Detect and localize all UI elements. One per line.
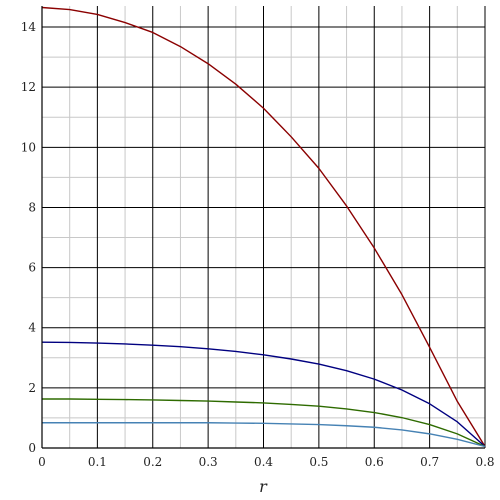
x-tick-label: 0.4 xyxy=(254,455,273,469)
y-tick-label: 14 xyxy=(21,20,37,34)
series-line-1 xyxy=(41,6,486,447)
x-tick-label: 0.7 xyxy=(420,455,439,469)
y-tick-label: 4 xyxy=(28,321,36,335)
x-tick-label: 0.5 xyxy=(309,455,328,469)
y-tick-label: 2 xyxy=(28,381,36,395)
series-line-3 xyxy=(42,398,486,448)
y-tick-label: 6 xyxy=(28,261,36,275)
x-tick-labels: 0 0.1 0.2 0.3 0.4 0.5 0.6 0.7 0.8 xyxy=(38,455,494,469)
y-tick-label: 0 xyxy=(28,441,36,455)
x-tick-label: 0.2 xyxy=(143,455,162,469)
y-tick-labels: 0 2 4 6 8 10 12 14 xyxy=(21,20,37,455)
x-tick-label: 0.3 xyxy=(199,455,218,469)
series-line-4 xyxy=(42,422,486,448)
x-tick-label: 0.1 xyxy=(88,455,107,469)
x-axis-title: r xyxy=(259,477,268,496)
series-line-2 xyxy=(41,341,486,448)
y-tick-label: 12 xyxy=(21,80,36,94)
y-tick-label: 10 xyxy=(21,140,36,154)
series-group xyxy=(41,6,486,448)
x-tick-label: 0.6 xyxy=(365,455,384,469)
axes xyxy=(41,6,485,449)
y-tick-label: 8 xyxy=(28,200,36,214)
x-tick-label: 0 xyxy=(38,455,46,469)
x-tick-label: 0.8 xyxy=(475,455,494,469)
major-grid xyxy=(42,6,486,448)
